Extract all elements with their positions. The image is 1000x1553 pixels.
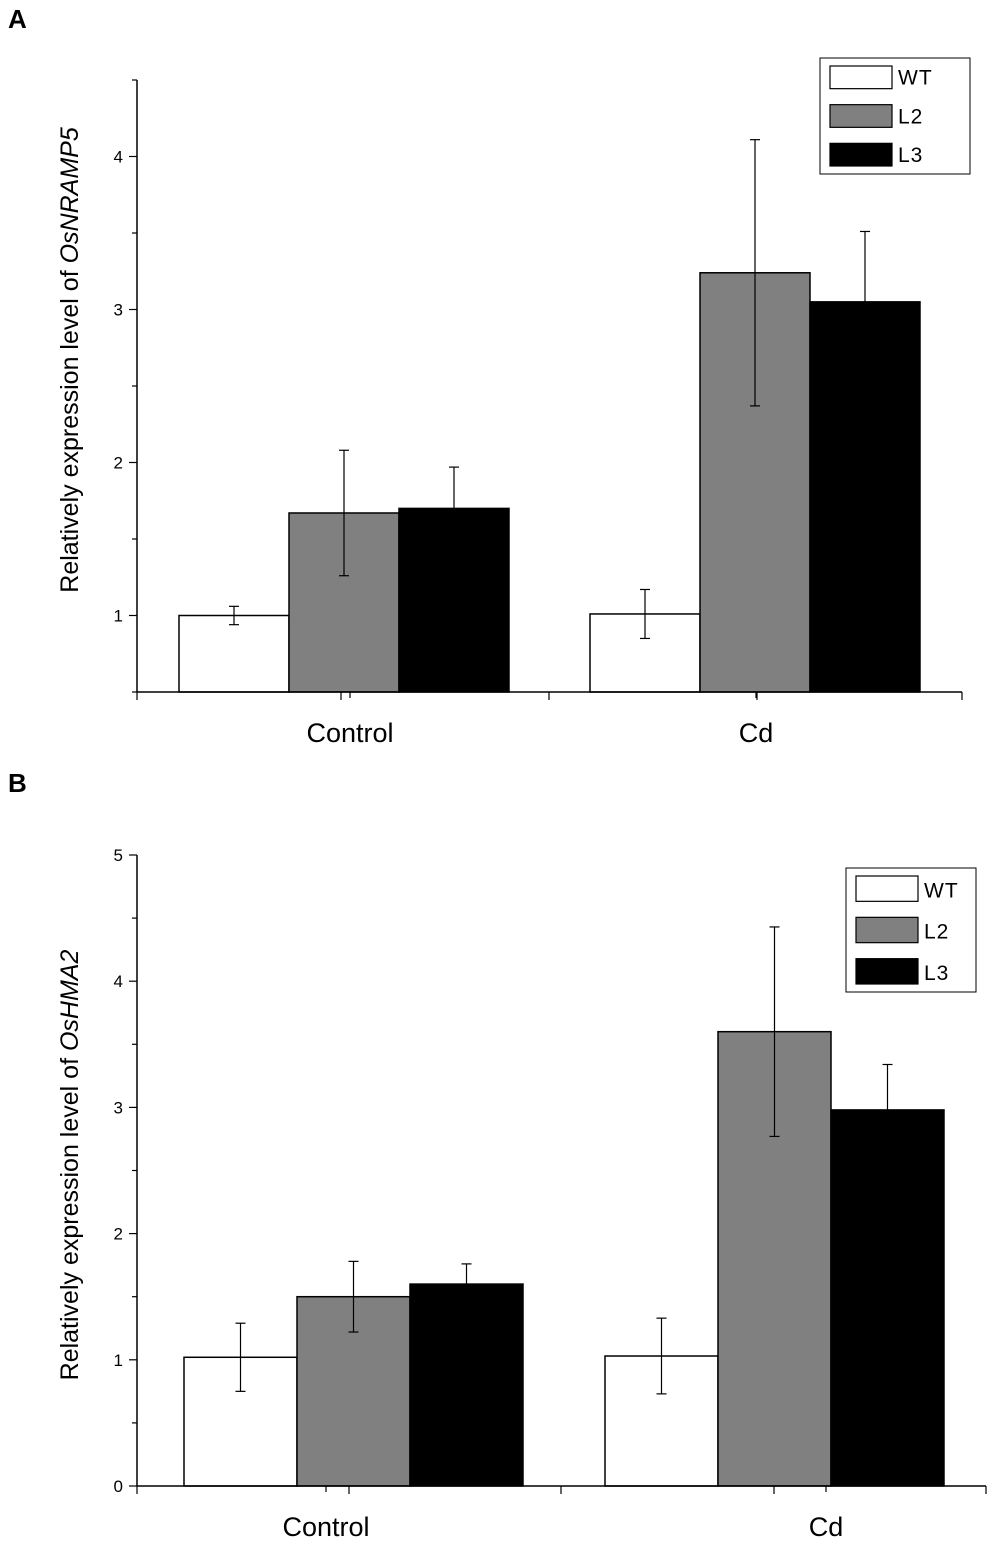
x-tick-label-cd: Cd bbox=[739, 718, 774, 748]
y-tick-label: 4 bbox=[114, 972, 123, 991]
y-axis-label-prefix: Relatively expression level of bbox=[56, 1051, 84, 1380]
y-tick-label: 3 bbox=[114, 301, 123, 320]
panel-a: A 1 2 3 4 Control Cd Relatively expression lev… bbox=[8, 4, 971, 748]
error-bar-wt-control bbox=[235, 1322, 246, 1392]
legend-label-l2: L2 bbox=[924, 921, 949, 944]
y-axis-label-gene: OsHMA2 bbox=[56, 950, 84, 1052]
bar-wt-control bbox=[178, 614, 290, 693]
x-tick-label-control: Control bbox=[282, 1512, 369, 1542]
y-axis-label-prefix: Relatively expression level of bbox=[56, 263, 84, 592]
error-bar-l3-control bbox=[461, 1263, 472, 1305]
panel-b: B 0 1 2 3 4 5 Control Cd Relatively expression l… bbox=[8, 768, 987, 1542]
y-tick-label: 1 bbox=[114, 607, 123, 626]
error-bar-wt-cd bbox=[640, 588, 650, 640]
y-axis-label: Relatively expression level of OsHMA2 bbox=[56, 950, 84, 1381]
legend-swatch-l3 bbox=[829, 142, 893, 167]
error-bar-l2-cd bbox=[750, 139, 760, 407]
legend-swatch-wt bbox=[829, 65, 893, 90]
y-axis-label-gene: OsNRAMP5 bbox=[56, 127, 84, 263]
x-tick-label-control: Control bbox=[306, 718, 393, 748]
bar-l3-cd bbox=[830, 1109, 945, 1487]
y-tick-label: 3 bbox=[114, 1098, 123, 1117]
y-tick-label: 2 bbox=[114, 454, 123, 473]
y-tick-label: 5 bbox=[114, 846, 123, 865]
error-bar-l2-cd bbox=[769, 926, 780, 1138]
legend-swatch-l2 bbox=[829, 104, 893, 128]
legend-label-l2: L2 bbox=[898, 105, 923, 128]
error-bar-wt-control bbox=[229, 605, 239, 626]
legend: WT L2 L3 bbox=[845, 867, 977, 993]
y-tick-label: 1 bbox=[114, 1351, 123, 1370]
legend-label-l3: L3 bbox=[924, 962, 949, 985]
legend-swatch-l3 bbox=[855, 958, 919, 985]
legend: WT L2 L3 bbox=[819, 57, 971, 175]
legend-swatch-l2 bbox=[855, 916, 919, 944]
legend-label-l3: L3 bbox=[898, 144, 923, 167]
x-tick-label-cd: Cd bbox=[809, 1512, 844, 1542]
panel-letter-b: B bbox=[8, 768, 27, 798]
y-tick-label: 2 bbox=[114, 1225, 123, 1244]
error-bar-wt-cd bbox=[656, 1317, 667, 1395]
y-axis-label: Relatively expression level of OsNRAMP5 bbox=[56, 127, 84, 593]
error-bar-l3-cd bbox=[860, 230, 870, 373]
error-bar-l3-cd bbox=[882, 1063, 893, 1156]
legend-label-wt: WT bbox=[924, 879, 959, 902]
panel-letter-a: A bbox=[8, 4, 27, 34]
legend-label-wt: WT bbox=[898, 67, 933, 90]
error-bar-l2-control bbox=[339, 449, 349, 577]
error-bar-l3-control bbox=[449, 466, 459, 551]
y-tick-label: 4 bbox=[114, 148, 123, 167]
legend-swatch-wt bbox=[855, 875, 919, 902]
bar-l3-control bbox=[409, 1283, 524, 1487]
y-tick-label: 0 bbox=[114, 1477, 123, 1496]
error-bar-l2-control bbox=[348, 1260, 359, 1333]
